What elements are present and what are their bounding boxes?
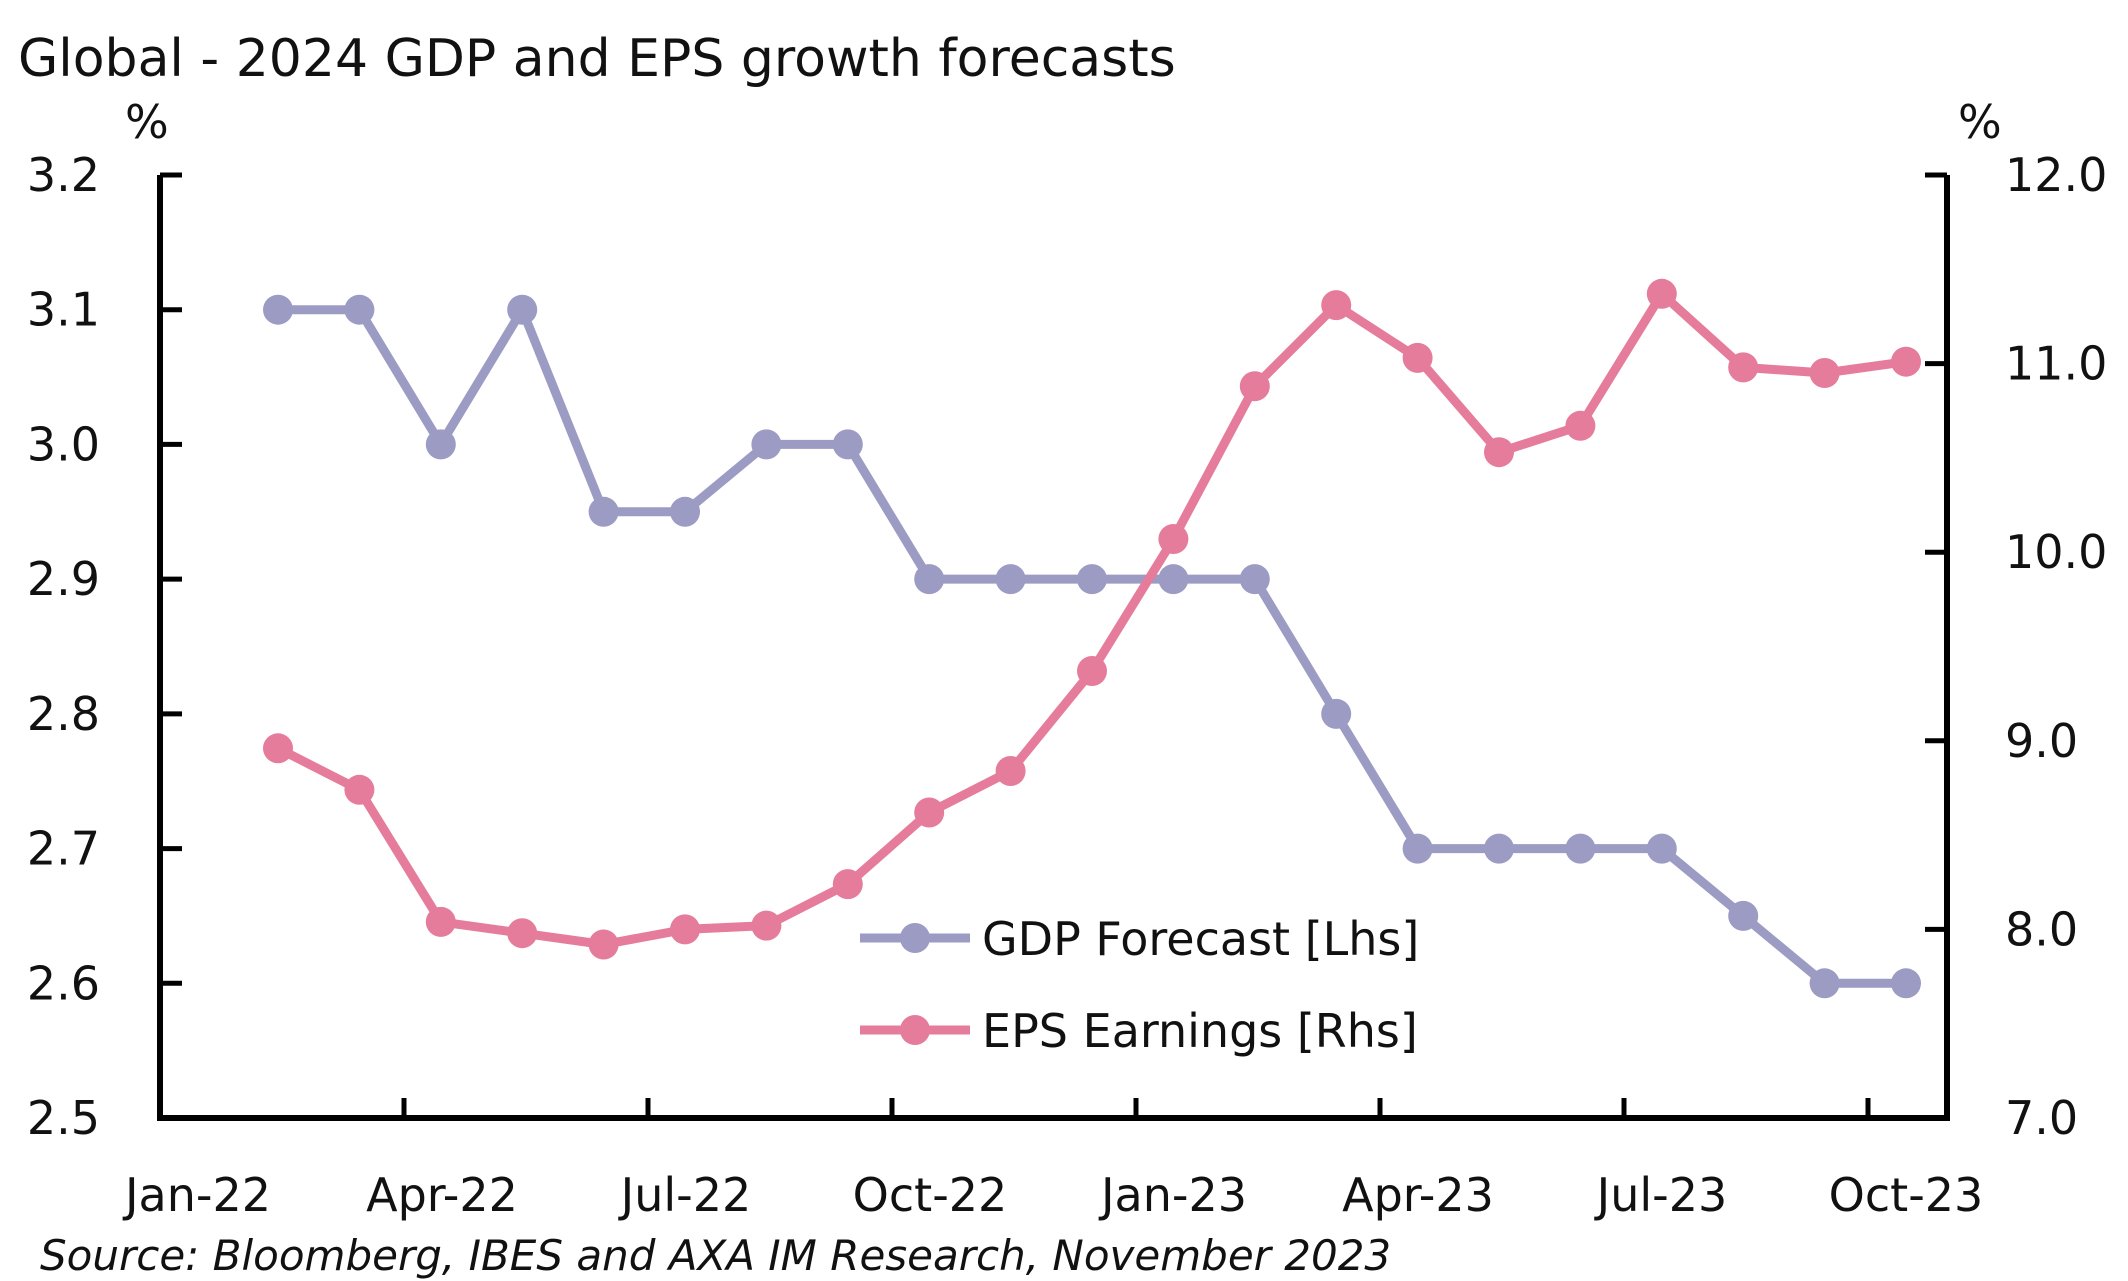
gridless-axes — [157, 175, 1950, 1121]
data-point — [1239, 371, 1270, 402]
data-point — [832, 869, 863, 900]
right-tick-label: 8.0 — [2005, 902, 2078, 956]
data-point — [425, 906, 456, 937]
left-tick-label: 2.5 — [27, 1091, 100, 1145]
series-layer — [263, 278, 1921, 999]
data-point — [1158, 564, 1189, 595]
series-line — [273, 305, 1911, 988]
x-tick-label: Jan-23 — [1098, 1168, 1247, 1222]
data-point — [507, 918, 538, 949]
left-axis-ticks: 2.5 2.6 2.7 2.8 2.9 3.0 3.1 3.2 — [27, 148, 182, 1145]
x-axis-ticks: Jan-22 Apr-22 Jul-22 Oct-22 Jan-23 Apr-23 Jul-… — [122, 1098, 1983, 1222]
data-point — [1321, 698, 1352, 729]
x-tick-label: Apr-23 — [1342, 1168, 1494, 1222]
right-tick-label: 9.0 — [2005, 714, 2078, 768]
data-point — [263, 294, 293, 325]
data-point — [1728, 352, 1759, 383]
data-point — [1809, 358, 1840, 388]
data-point — [1565, 833, 1596, 864]
left-tick-label: 3.2 — [27, 148, 100, 202]
legend-eps-label: EPS Earnings [Rhs] — [982, 1004, 1418, 1058]
series-gdp — [263, 294, 1921, 999]
left-tick-label: 2.6 — [27, 956, 100, 1010]
source-note: Source: Bloomberg, IBES and AXA IM Resea… — [40, 1231, 1391, 1280]
data-point — [1646, 278, 1677, 309]
data-point — [1321, 290, 1352, 321]
legend-eps-marker — [900, 1015, 930, 1045]
data-point — [588, 929, 619, 960]
data-point — [344, 774, 375, 805]
data-point — [1728, 900, 1759, 931]
data-point — [1891, 968, 1921, 999]
x-tick-label: Jan-22 — [122, 1168, 271, 1222]
left-tick-label: 2.8 — [27, 687, 100, 741]
left-tick-label: 3.1 — [27, 283, 100, 337]
data-point — [914, 564, 945, 595]
data-point — [1239, 564, 1270, 595]
x-tick-label: Oct-23 — [1829, 1168, 1984, 1222]
data-point — [670, 496, 700, 527]
data-point — [344, 294, 375, 325]
right-tick-label: 10.0 — [2005, 525, 2107, 579]
left-tick-label: 2.7 — [27, 822, 100, 876]
x-tick-label: Jul-23 — [1594, 1168, 1728, 1222]
data-point — [1077, 564, 1107, 595]
data-point — [995, 756, 1026, 786]
data-point — [588, 496, 619, 527]
x-tick-label: Apr-22 — [366, 1168, 518, 1222]
left-tick-label: 3.0 — [27, 417, 100, 471]
data-point — [751, 910, 782, 941]
data-point — [1565, 410, 1596, 441]
legend-gdp-label: GDP Forecast [Lhs] — [982, 912, 1419, 966]
series-eps — [263, 278, 1921, 960]
data-point — [1484, 833, 1514, 864]
data-point — [914, 797, 945, 828]
data-point — [751, 429, 782, 460]
right-axis-unit: % — [1958, 95, 2002, 149]
x-tick-label: Jul-22 — [618, 1168, 752, 1222]
left-axis-unit: % — [125, 95, 169, 149]
legend-gdp-marker — [900, 923, 930, 953]
legend: GDP Forecast [Lhs] EPS Earnings [Rhs] — [860, 912, 1419, 1058]
data-point — [995, 564, 1026, 595]
x-tick-label: Oct-22 — [853, 1168, 1008, 1222]
data-point — [507, 294, 538, 325]
right-tick-label: 11.0 — [2005, 337, 2107, 391]
chart-title: Global - 2024 GDP and EPS growth forecas… — [18, 29, 1176, 89]
right-tick-label: 12.0 — [2005, 148, 2107, 202]
data-point — [263, 733, 293, 764]
data-point — [1077, 656, 1107, 686]
data-point — [1891, 346, 1921, 377]
right-axis-ticks: 7.0 8.0 9.0 10.0 11.0 12.0 — [1925, 148, 2107, 1145]
data-point — [1402, 342, 1433, 373]
left-tick-label: 2.9 — [27, 552, 100, 606]
data-point — [1809, 968, 1840, 999]
data-point — [425, 429, 456, 460]
data-point — [832, 429, 863, 460]
data-point — [1484, 437, 1514, 468]
data-point — [670, 914, 700, 945]
right-tick-label: 7.0 — [2005, 1091, 2078, 1145]
data-point — [1402, 833, 1433, 864]
data-point — [1158, 524, 1189, 554]
data-point — [1646, 833, 1677, 864]
